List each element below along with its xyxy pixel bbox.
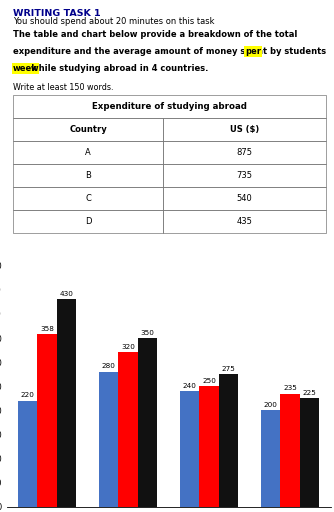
Bar [13, 187, 163, 209]
Text: WRITING TASK 1: WRITING TASK 1 [13, 9, 101, 18]
Bar [180, 391, 199, 507]
Text: 225: 225 [303, 390, 317, 396]
Text: 275: 275 [222, 366, 235, 372]
Text: week: week [13, 63, 38, 73]
Bar [163, 164, 326, 187]
Text: 358: 358 [40, 326, 54, 332]
Bar [37, 334, 57, 507]
Text: 540: 540 [236, 194, 253, 203]
Bar [18, 401, 37, 507]
Text: 240: 240 [183, 382, 197, 389]
Text: while studying abroad in 4 countries.: while studying abroad in 4 countries. [28, 63, 208, 73]
Text: US ($): US ($) [230, 125, 259, 134]
Text: You should spend about 20 minutes on this task: You should spend about 20 minutes on thi… [13, 17, 215, 26]
Text: 875: 875 [236, 148, 253, 157]
Text: 250: 250 [202, 378, 216, 384]
Bar [300, 398, 319, 507]
Bar [138, 338, 157, 507]
Bar [281, 394, 300, 507]
Bar [163, 118, 326, 141]
Bar [13, 209, 163, 232]
Text: per: per [245, 47, 261, 56]
Text: 200: 200 [264, 402, 278, 408]
Bar [13, 141, 163, 164]
Bar [199, 386, 219, 507]
Text: 435: 435 [236, 217, 253, 226]
Text: Write at least 150 words.: Write at least 150 words. [13, 83, 114, 92]
Text: 235: 235 [283, 385, 297, 391]
Bar [219, 374, 238, 507]
Text: 280: 280 [102, 364, 116, 369]
Text: D: D [85, 217, 92, 226]
Bar [13, 118, 163, 141]
Bar [163, 141, 326, 164]
Text: C: C [85, 194, 91, 203]
Bar [163, 187, 326, 209]
Text: 735: 735 [236, 170, 253, 180]
Text: 220: 220 [21, 392, 35, 398]
Bar [119, 352, 138, 507]
Text: Country: Country [69, 125, 107, 134]
Text: 430: 430 [60, 291, 73, 297]
Bar [13, 164, 163, 187]
Text: B: B [85, 170, 91, 180]
Text: A: A [85, 148, 91, 157]
Bar [57, 300, 76, 507]
Text: 350: 350 [141, 330, 155, 335]
Bar [261, 411, 281, 507]
Text: Expenditure of studying abroad: Expenditure of studying abroad [92, 102, 247, 111]
Text: expenditure and the average amount of money spent by students: expenditure and the average amount of mo… [13, 47, 329, 56]
Text: The table and chart below provide a breakdown of the total: The table and chart below provide a brea… [13, 30, 298, 39]
Bar [13, 95, 326, 118]
Bar [163, 209, 326, 232]
Bar [99, 372, 119, 507]
Text: 320: 320 [121, 344, 135, 350]
